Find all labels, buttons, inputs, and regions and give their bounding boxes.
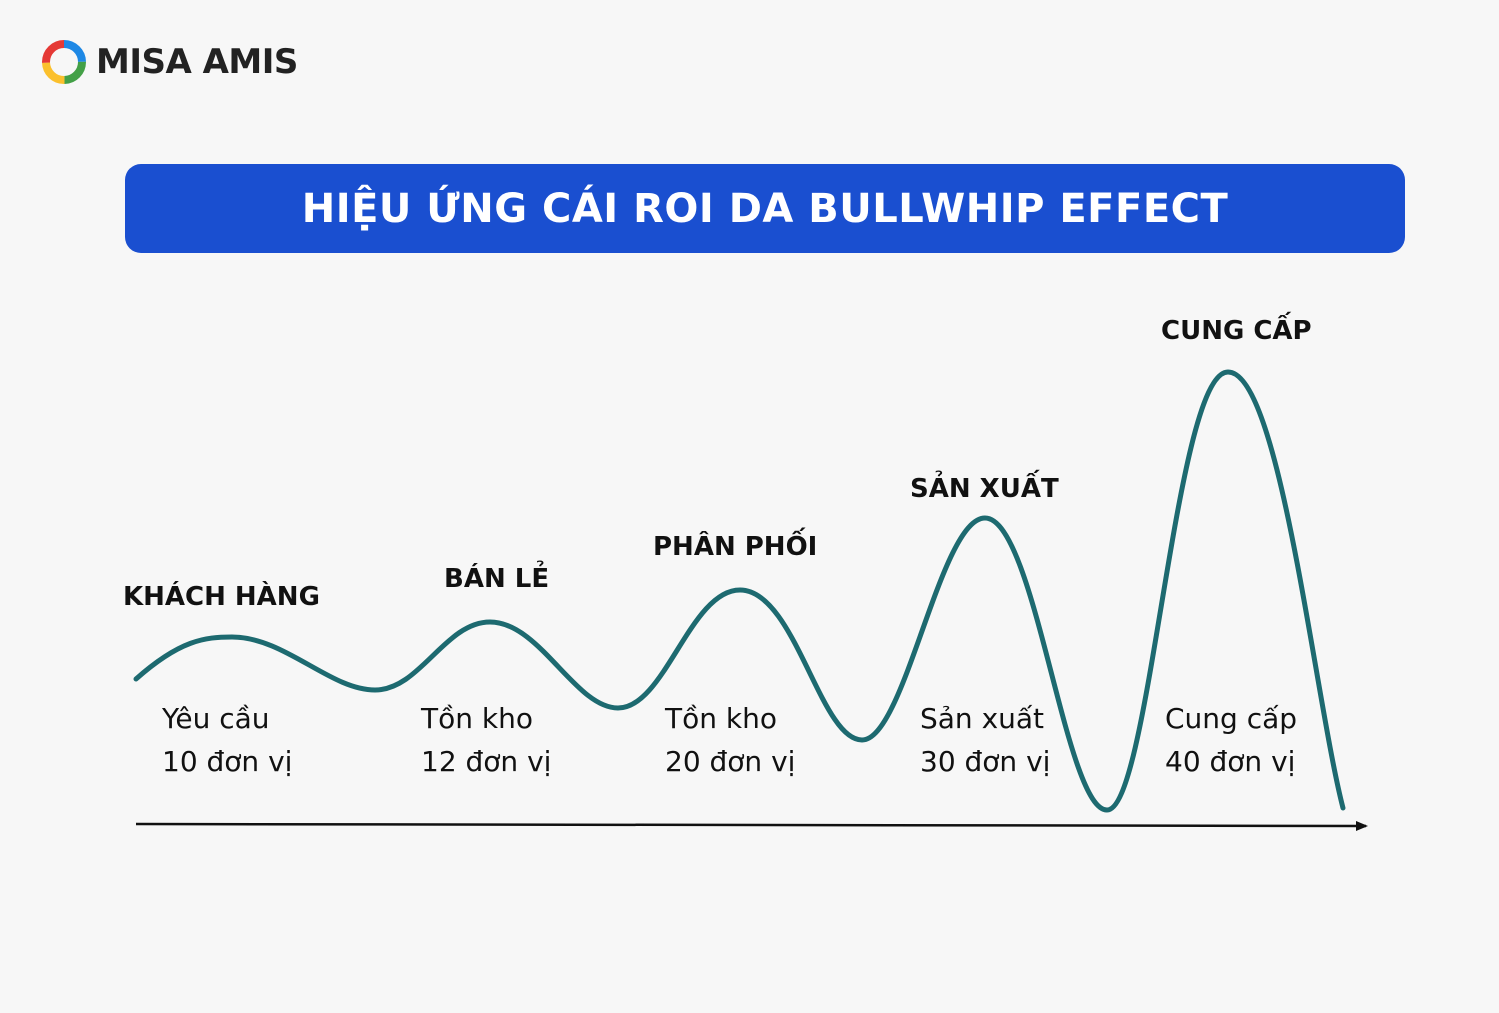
- stage-desc-customer: Yêu cầu 10 đơn vị: [162, 697, 292, 783]
- stage-label-production: SẢN XUẤT: [910, 474, 1059, 504]
- stage-desc-line2: 40 đơn vị: [1165, 745, 1296, 778]
- brand-name: MISA AMIS: [96, 42, 298, 82]
- stage-desc-line1: Yêu cầu: [162, 702, 270, 735]
- stage-desc-supply: Cung cấp 40 đơn vị: [1165, 697, 1297, 783]
- stage-desc-distribution: Tồn kho 20 đơn vị: [665, 697, 795, 783]
- stage-desc-line2: 12 đơn vị: [421, 745, 552, 778]
- stage-desc-line2: 30 đơn vị: [920, 745, 1051, 778]
- stage-desc-production: Sản xuất 30 đơn vị: [920, 697, 1050, 783]
- page-title: HIỆU ỨNG CÁI ROI DA BULLWHIP EFFECT: [301, 185, 1229, 232]
- stage-desc-line1: Sản xuất: [920, 702, 1045, 735]
- stage-desc-line2: 20 đơn vị: [665, 745, 796, 778]
- stage-desc-line1: Cung cấp: [1165, 702, 1298, 735]
- title-banner: HIỆU ỨNG CÁI ROI DA BULLWHIP EFFECT: [125, 164, 1405, 253]
- stage-label-supply: CUNG CẤP: [1161, 316, 1312, 346]
- time-axis: [135, 820, 1368, 831]
- brand-logo: MISA AMIS: [40, 38, 298, 86]
- stage-label-customer: KHÁCH HÀNG: [123, 582, 320, 612]
- stage-label-distribution: PHÂN PHỐI: [653, 532, 818, 562]
- stage-desc-line1: Tồn kho: [665, 702, 777, 735]
- stage-desc-line2: 10 đơn vị: [162, 745, 293, 778]
- stage-desc-line1: Tồn kho: [421, 702, 533, 735]
- stage-desc-retail: Tồn kho 12 đơn vị: [421, 697, 551, 783]
- stage-label-retail: BÁN LẺ: [444, 564, 550, 594]
- misa-amis-logo-icon: [42, 40, 86, 84]
